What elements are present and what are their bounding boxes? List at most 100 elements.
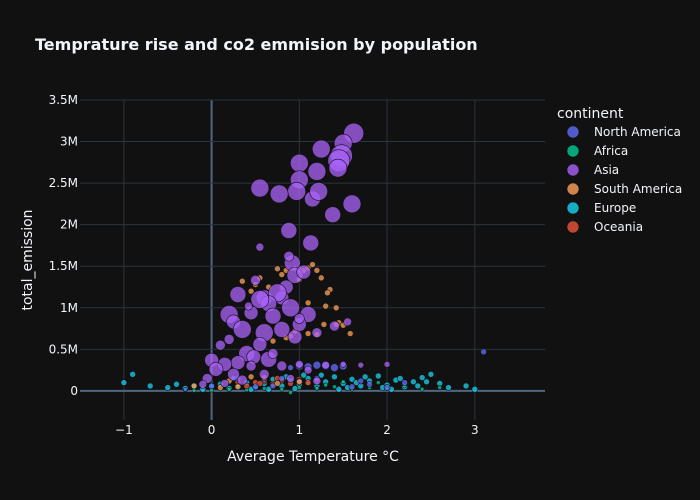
- legend-marker: [566, 125, 580, 139]
- data-point: [311, 327, 323, 339]
- tick-labels: −1 0 1 2 3 0 0.5M 1M 1.5M 2M 2.5M 3M 3.5M: [49, 93, 479, 437]
- y-tick-label: 1M: [60, 301, 78, 315]
- data-point: [340, 379, 346, 385]
- data-point: [287, 329, 303, 345]
- data-point: [313, 267, 321, 274]
- data-point: [317, 274, 325, 282]
- data-point: [324, 289, 331, 297]
- data-point: [346, 330, 354, 337]
- data-point: [250, 275, 261, 286]
- data-point: [330, 363, 339, 372]
- y-axis-label: total_emission: [20, 209, 36, 310]
- data-point: [321, 360, 330, 370]
- data-point: [198, 379, 208, 389]
- data-point: [329, 320, 340, 332]
- data-point: [361, 373, 369, 381]
- data-point: [208, 382, 215, 390]
- data-point: [335, 385, 343, 393]
- data-point: [300, 371, 308, 379]
- legend-item-label[interactable]: Oceania: [594, 220, 643, 234]
- x-tick-label: −1: [115, 423, 133, 437]
- data-point: [278, 271, 286, 278]
- data-point: [190, 382, 198, 390]
- data-point: [312, 360, 322, 370]
- data-point: [173, 380, 180, 388]
- data-point: [383, 384, 391, 391]
- data-point: [311, 139, 331, 159]
- data-point: [296, 378, 303, 386]
- y-tick-label: 2.5M: [49, 176, 78, 190]
- data-point: [423, 378, 430, 386]
- data-point: [252, 383, 259, 391]
- data-point: [295, 360, 304, 369]
- data-point: [375, 372, 382, 380]
- data-point: [269, 337, 277, 345]
- data-point: [245, 360, 257, 372]
- data-point: [303, 365, 313, 375]
- data-point: [332, 304, 340, 312]
- legend-item-label[interactable]: Asia: [594, 163, 619, 177]
- legend-item-label[interactable]: South America: [594, 182, 682, 196]
- data-point: [427, 370, 435, 378]
- data-point: [320, 321, 328, 328]
- data-point: [331, 373, 338, 381]
- data-point: [396, 375, 404, 382]
- data-point: [296, 264, 312, 280]
- data-point: [287, 182, 307, 201]
- data-point: [357, 377, 365, 385]
- data-point: [304, 379, 312, 386]
- data-point: [414, 382, 422, 390]
- data-point: [280, 222, 298, 239]
- legend-item-label[interactable]: Europe: [594, 201, 636, 215]
- data-point: [256, 380, 264, 387]
- legend: continent North America Africa Asia South A…: [557, 106, 682, 234]
- legend-item-label[interactable]: Africa: [594, 144, 628, 158]
- data-point: [247, 373, 255, 381]
- data-point: [418, 374, 426, 381]
- data-point: [366, 380, 373, 388]
- data-point: [283, 250, 295, 262]
- legend-item-label[interactable]: North America: [594, 125, 681, 139]
- data-point: [269, 184, 289, 204]
- data-point: [309, 182, 328, 201]
- y-tick-label: 1.5M: [49, 259, 78, 273]
- legend-marker: [566, 220, 580, 234]
- x-axis-label: Average Temperature °C: [227, 449, 399, 465]
- data-point: [234, 383, 242, 391]
- data-point: [267, 348, 279, 359]
- y-tick-label: 0.5M: [49, 342, 78, 356]
- data-point: [419, 386, 425, 392]
- data-point: [343, 317, 352, 327]
- data-point: [314, 386, 320, 391]
- data-point: [223, 334, 235, 345]
- data-point: [312, 376, 322, 386]
- data-point: [297, 385, 302, 390]
- data-point: [274, 380, 281, 387]
- data-point: [401, 379, 408, 386]
- data-point: [233, 320, 252, 339]
- data-point: [129, 370, 136, 378]
- data-point: [339, 361, 347, 368]
- data-points: [120, 122, 487, 395]
- x-tick-label: 3: [471, 423, 479, 437]
- data-point: [252, 337, 268, 352]
- data-point: [255, 242, 265, 252]
- data-point: [328, 158, 348, 178]
- chart-title: Temprature rise and co2 emmision by popu…: [35, 35, 478, 54]
- grid-lines: [80, 99, 545, 420]
- data-point: [471, 385, 479, 393]
- data-point: [322, 302, 329, 310]
- legend-marker: [566, 163, 580, 177]
- data-point: [229, 286, 247, 303]
- data-point: [332, 384, 337, 390]
- data-point: [462, 382, 470, 390]
- data-point: [230, 355, 246, 370]
- data-point: [291, 385, 299, 392]
- data-point: [226, 386, 232, 392]
- data-point: [323, 382, 328, 388]
- y-tick-label: 3M: [60, 135, 78, 149]
- data-point: [304, 330, 312, 337]
- legend-marker: [566, 144, 580, 158]
- data-point: [215, 339, 226, 351]
